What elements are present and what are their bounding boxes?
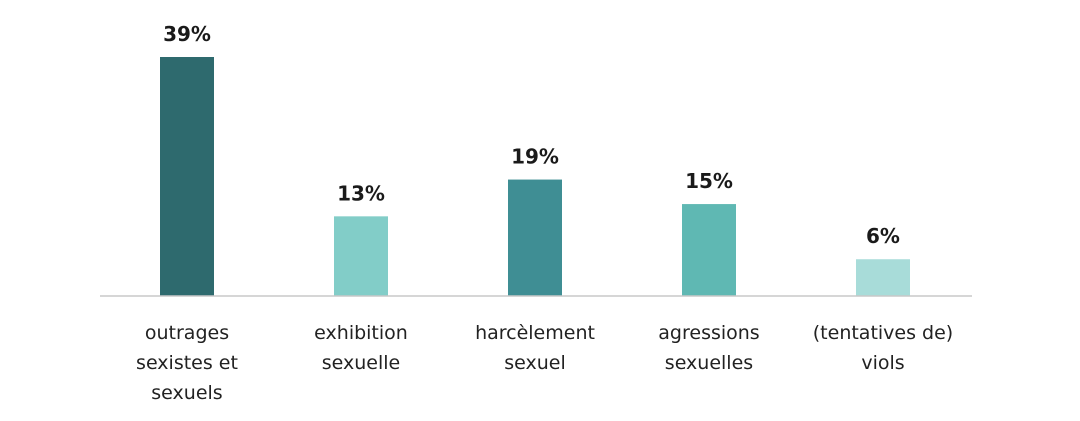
category-label-line: sexistes et <box>136 352 238 374</box>
category-label-3: harcèlement sexuel <box>475 322 595 374</box>
bar-1 <box>160 57 214 296</box>
category-label-line: sexuelles <box>665 352 753 374</box>
category-label-line: sexuel <box>504 352 566 374</box>
bar-3 <box>508 179 562 296</box>
category-label-line: agressions <box>658 322 759 344</box>
bar-5 <box>856 259 910 296</box>
value-label-3: 19% <box>511 145 559 169</box>
bar-2 <box>334 216 388 296</box>
bars-layer <box>160 57 910 296</box>
category-label-line: outrages <box>145 322 229 344</box>
bar-4 <box>682 204 736 296</box>
category-labels-layer: outrages sexistes et sexuels exhibition sexu… <box>136 322 953 404</box>
category-label-1: outrages sexistes et sexuels <box>136 322 238 404</box>
value-label-5: 6% <box>866 224 900 248</box>
value-labels-layer: 39% 13% 19% 15% 6% <box>163 22 900 248</box>
value-label-1: 39% <box>163 22 211 46</box>
category-label-line: viols <box>861 352 904 374</box>
category-label-4: agressions sexuelles <box>658 322 759 374</box>
value-label-2: 13% <box>337 181 385 205</box>
value-label-4: 15% <box>685 169 733 193</box>
category-label-line: harcèlement <box>475 322 595 344</box>
category-label-line: sexuelle <box>322 352 400 374</box>
category-label-line: sexuels <box>151 382 222 404</box>
category-label-line: exhibition <box>314 322 408 344</box>
category-label-line: (tentatives de) <box>813 322 953 344</box>
category-label-2: exhibition sexuelle <box>314 322 408 374</box>
category-label-5: (tentatives de) viols <box>813 322 953 374</box>
